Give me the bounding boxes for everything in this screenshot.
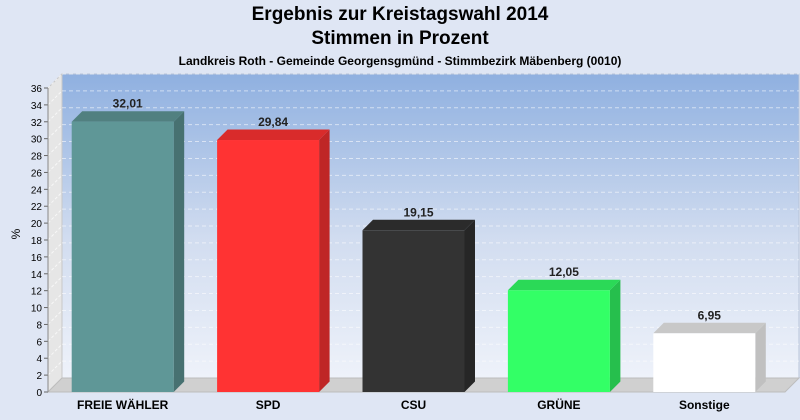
bar-top xyxy=(653,322,766,334)
chart-title: Ergebnis zur Kreistagswahl 2014 xyxy=(251,4,549,25)
bar-spd xyxy=(217,129,330,393)
bar-front xyxy=(362,230,465,392)
bar-side xyxy=(464,219,475,392)
bar-front xyxy=(507,290,610,392)
gridline-side xyxy=(47,276,63,292)
y-tick-label: 10 xyxy=(31,304,43,315)
bar-top xyxy=(362,219,475,231)
plot-side-wall xyxy=(47,72,63,394)
gridline-side xyxy=(47,90,63,106)
gridline-side xyxy=(47,293,63,308)
y-tick-label: 22 xyxy=(31,202,43,213)
bar-csu xyxy=(362,219,475,392)
y-tick-label: 14 xyxy=(31,270,43,281)
y-tick-label: 28 xyxy=(31,152,43,163)
y-tick-label: 34 xyxy=(31,101,43,112)
y-tick-label: 6 xyxy=(36,337,42,348)
chart-subtitle: Stimmen in Prozent xyxy=(311,28,489,49)
gridline-side xyxy=(47,141,63,156)
gridline-side xyxy=(47,191,63,207)
bar-top xyxy=(217,129,330,141)
y-tick-label: 2 xyxy=(36,371,42,382)
data-label: 19,15 xyxy=(403,205,433,219)
x-tick-label: SPD xyxy=(256,398,281,412)
data-label: 6,95 xyxy=(698,308,722,322)
x-tick-label: FREIE WÄHLER xyxy=(77,397,169,412)
data-label: 29,84 xyxy=(258,115,288,129)
bar-front xyxy=(653,333,756,392)
y-tick-label: 8 xyxy=(36,320,42,331)
bar-front xyxy=(71,121,174,393)
y-tick-label: 4 xyxy=(36,354,42,365)
x-tick-label: Sonstige xyxy=(679,398,730,412)
gridline-side xyxy=(47,326,63,342)
y-tick-label: 30 xyxy=(31,135,43,146)
y-tick-label: 32 xyxy=(31,118,43,129)
x-tick-label: CSU xyxy=(401,398,426,412)
bar-sonstige xyxy=(653,322,766,392)
bar-side xyxy=(319,129,330,393)
y-tick-label: 16 xyxy=(31,253,43,264)
gridline-side xyxy=(47,107,63,123)
bar-freie-wähler xyxy=(71,111,185,393)
gridline-side xyxy=(47,310,63,325)
bar-side xyxy=(173,111,185,393)
bar-side xyxy=(755,322,766,392)
data-label: 32,01 xyxy=(113,97,143,111)
gridline-side xyxy=(47,158,63,173)
gridline-side xyxy=(47,242,63,258)
data-label: 12,05 xyxy=(549,265,579,279)
gridline-side xyxy=(47,259,63,275)
gridline-side xyxy=(47,73,63,89)
y-tick-label: 12 xyxy=(31,287,43,298)
gridline-side xyxy=(47,174,63,190)
gridline-side xyxy=(47,360,63,376)
bar-top xyxy=(507,279,621,291)
x-tick-label: GRÜNE xyxy=(537,397,580,412)
gridline-side xyxy=(47,225,63,241)
y-tick-label: 0 xyxy=(36,388,42,399)
bar-side xyxy=(609,279,621,392)
bar-grüne xyxy=(507,279,621,392)
bar-front xyxy=(217,140,320,392)
y-tick-label: 18 xyxy=(31,236,43,247)
chart-location-subtitle: Landkreis Roth - Gemeinde Georgensgmünd … xyxy=(178,54,622,68)
bar-top xyxy=(71,111,185,122)
y-tick-label: 24 xyxy=(31,185,43,196)
y-tick-label: 26 xyxy=(31,168,43,179)
y-tick-label: 20 xyxy=(31,219,43,230)
y-axis-label: % xyxy=(9,228,23,239)
gridline-side xyxy=(47,208,63,224)
y-tick-label: 36 xyxy=(31,84,43,95)
gridline-side xyxy=(47,124,63,140)
gridline-side xyxy=(47,343,63,359)
